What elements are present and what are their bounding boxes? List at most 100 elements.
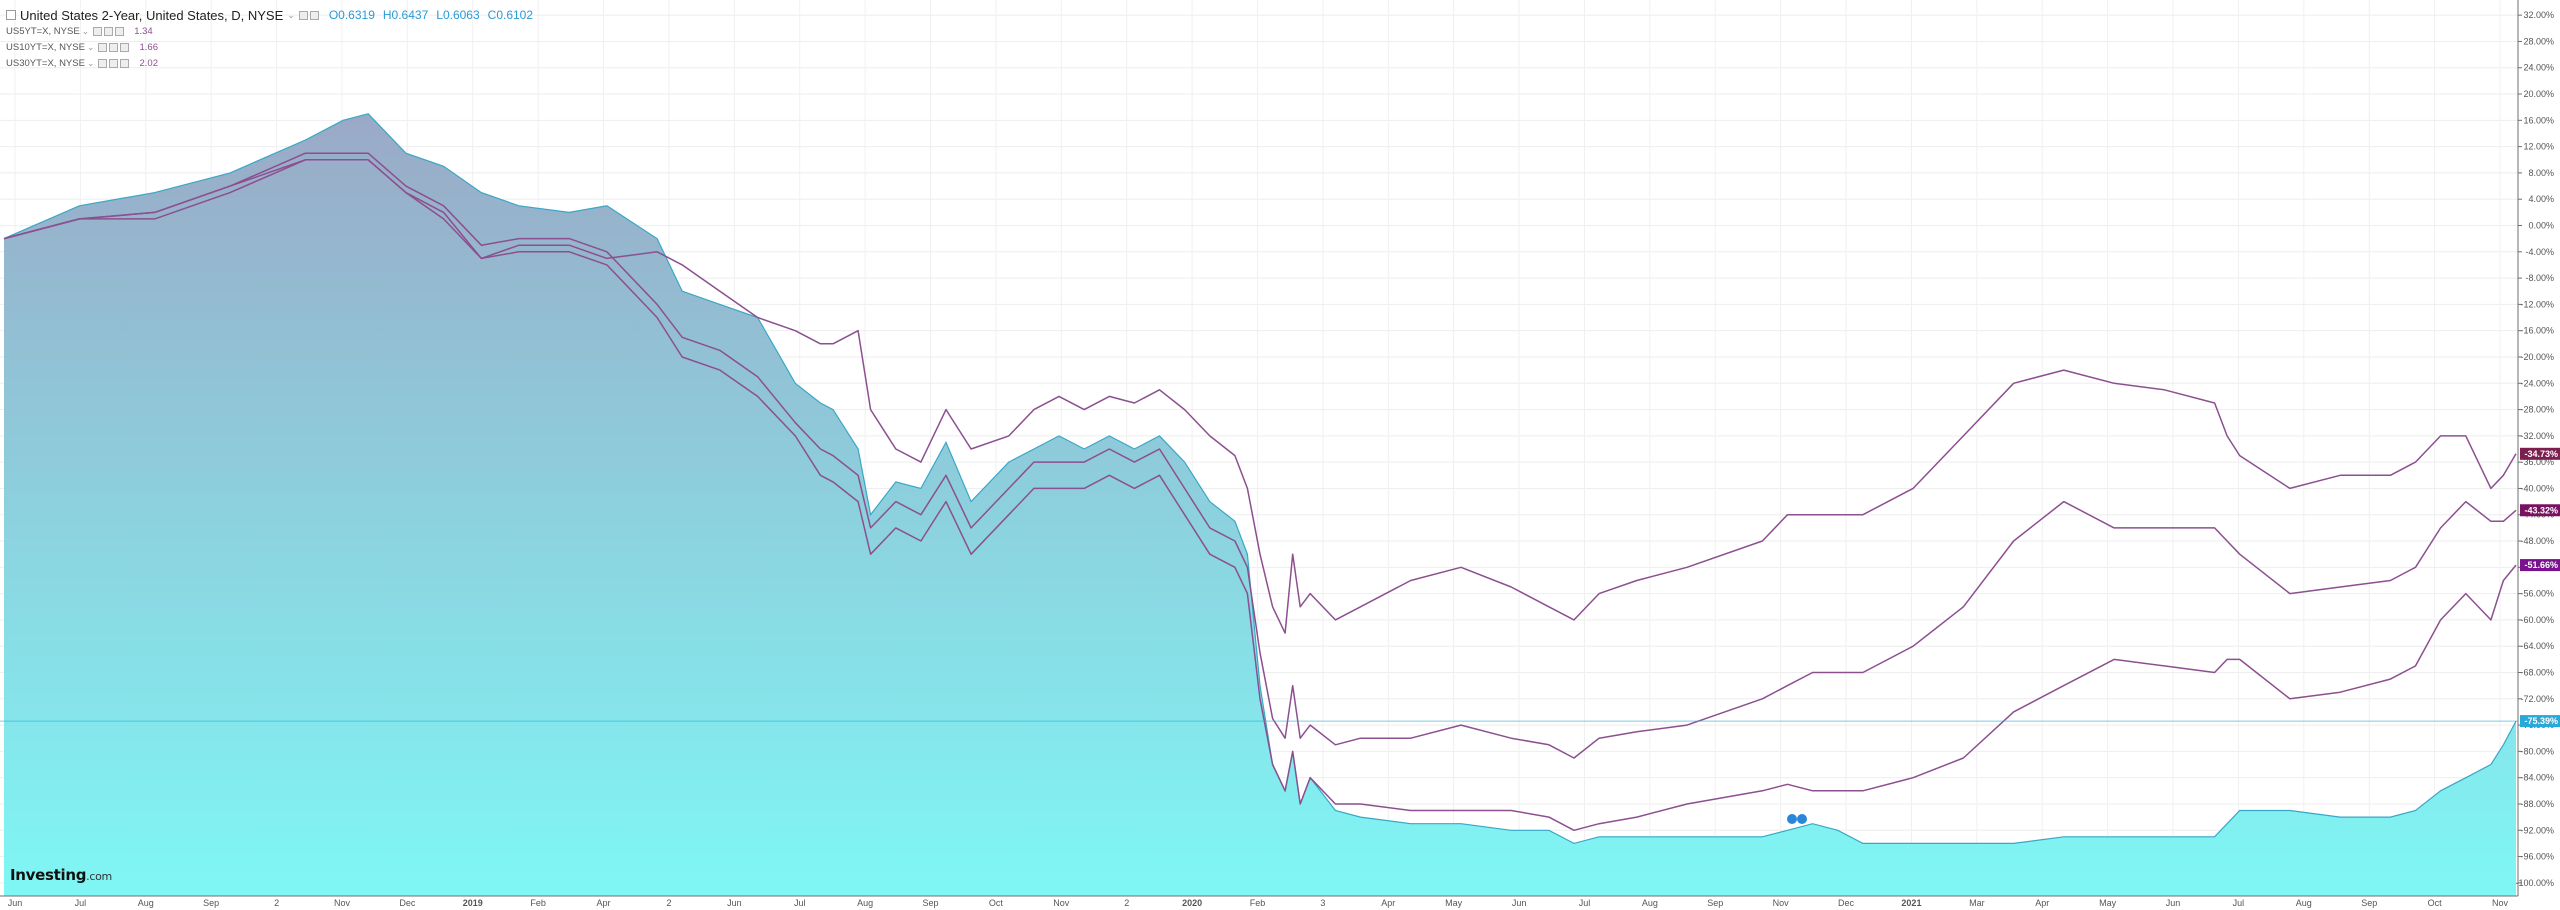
x-tick-label: 2021 — [1901, 898, 1921, 908]
y-tick-label: -20.00% — [2520, 352, 2554, 362]
ohlc-low-key: L — [436, 8, 443, 22]
series-lines-group — [3, 152, 2517, 832]
value-badge-label: -34.73% — [2524, 449, 2558, 459]
eye-icon[interactable] — [98, 42, 108, 52]
y-tick-label: 16.00% — [2523, 115, 2554, 125]
x-tick-label: 2020 — [1182, 898, 1202, 908]
y-tick-label: -88.00% — [2520, 799, 2554, 809]
y-tick-label: -68.00% — [2520, 668, 2554, 678]
y-tick-label: 28.00% — [2523, 36, 2554, 46]
y-tick-label: 20.00% — [2523, 89, 2554, 99]
x-tick-label: Nov — [2492, 898, 2509, 908]
close-icon[interactable] — [120, 58, 130, 68]
series-line — [3, 159, 2517, 832]
y-tick-label: 8.00% — [2528, 168, 2554, 178]
y-tick-label: -100.00% — [2515, 878, 2554, 888]
compare-symbol: US10YT=X, NYSE — [6, 41, 85, 53]
eye-icon[interactable] — [93, 26, 103, 36]
ohlc-high: H0.6437 — [383, 8, 428, 22]
y-tick-label: -60.00% — [2520, 615, 2554, 625]
y-tick-label: -4.00% — [2525, 247, 2554, 257]
y-tick-label: -36.00% — [2520, 457, 2554, 467]
y-tick-label: -64.00% — [2520, 641, 2554, 651]
settings-icon[interactable] — [109, 58, 119, 68]
time-axis[interactable]: Jun Jul Aug Sep 2 Nov Dec 2019 Feb Apr 2 Jun Jul Aug S… — [8, 898, 2509, 908]
legend-compare-row-30y[interactable]: US30YT=X, NYSE ⌄ 2.02 — [6, 55, 533, 71]
collapse-icon[interactable] — [6, 10, 16, 20]
x-tick-label: Apr — [597, 898, 611, 908]
x-tick-label: Jul — [1579, 898, 1591, 908]
x-tick-label: Sep — [203, 898, 219, 908]
y-tick-label: -92.00% — [2520, 825, 2554, 835]
event-marker-icon[interactable] — [1787, 814, 1797, 824]
x-tick-label: Jul — [794, 898, 806, 908]
price-axis[interactable]: 32.00% 28.00% 24.00% 20.00% 16.00% 12.00% 8.00… — [2515, 10, 2554, 888]
x-tick-label: Jul — [75, 898, 87, 908]
value-badge — [2520, 447, 2560, 460]
event-marker-icon[interactable] — [1797, 814, 1807, 824]
close-icon[interactable] — [115, 26, 125, 36]
chevron-down-icon[interactable]: ⌄ — [287, 9, 295, 20]
settings-icon[interactable] — [104, 26, 114, 36]
x-tick-label: Jun — [1512, 898, 1527, 908]
x-tick-label: May — [1445, 898, 1463, 908]
y-tick-label: 12.00% — [2523, 142, 2554, 152]
y-tick-label: -72.00% — [2520, 694, 2554, 704]
x-tick-label: Aug — [138, 898, 154, 908]
x-tick-label: Aug — [2296, 898, 2312, 908]
y-tick-label: -8.00% — [2525, 273, 2554, 283]
x-tick-label: Jun — [8, 898, 23, 908]
x-tick-label: Aug — [1642, 898, 1658, 908]
y-tick-label: -32.00% — [2520, 431, 2554, 441]
legend-main-row[interactable]: United States 2-Year, United States, D, … — [6, 7, 533, 23]
x-tick-label: 2 — [666, 898, 671, 908]
value-badges: -34.73% -43.32% -51.66% -75.39% — [2520, 447, 2560, 728]
y-tick-label: -28.00% — [2520, 405, 2554, 415]
chevron-down-icon[interactable]: ⌄ — [81, 25, 90, 36]
settings-icon[interactable] — [309, 10, 319, 20]
eye-icon[interactable] — [98, 58, 108, 68]
legend-compare-row-10y[interactable]: US10YT=X, NYSE ⌄ 1.66 — [6, 39, 533, 55]
x-tick-label: Nov — [1773, 898, 1790, 908]
x-tick-label: Feb — [530, 898, 546, 908]
legend-compare-row-5y[interactable]: US5YT=X, NYSE ⌄ 1.34 — [6, 23, 533, 39]
series-area-outline — [3, 113, 2517, 845]
ohlc-close: C0.6102 — [488, 8, 533, 22]
x-tick-label: 3 — [1320, 898, 1325, 908]
y-tick-label: -40.00% — [2520, 483, 2554, 493]
ohlc-close-key: C — [487, 8, 497, 22]
y-tick-label: 32.00% — [2523, 10, 2554, 20]
ohlc-close-value: 0.6102 — [496, 8, 534, 22]
chevron-down-icon[interactable]: ⌄ — [86, 57, 95, 68]
series-area-group — [3, 113, 2517, 897]
y-tick-label: -80.00% — [2520, 746, 2554, 756]
ohlc-high-key: H — [382, 8, 392, 22]
chevron-down-icon[interactable]: ⌄ — [86, 41, 95, 52]
x-tick-label: Nov — [1053, 898, 1070, 908]
x-tick-label: Nov — [334, 898, 351, 908]
settings-icon[interactable] — [109, 42, 119, 52]
ohlc-low: L0.6063 — [436, 8, 479, 22]
y-tick-label: -48.00% — [2520, 536, 2554, 546]
x-tick-label: Dec — [1838, 898, 1855, 908]
x-tick-label: Jul — [2233, 898, 2245, 908]
value-badge — [2520, 504, 2560, 517]
investing-logo: Investing.com — [10, 866, 112, 884]
ohlc-open-key: O — [328, 8, 339, 22]
y-tick-label: -56.00% — [2520, 589, 2554, 599]
x-tick-label: Dec — [399, 898, 416, 908]
x-tick-label: Sep — [2361, 898, 2377, 908]
x-tick-label: Aug — [857, 898, 873, 908]
x-tick-label: 2 — [1124, 898, 1129, 908]
y-tick-label: -84.00% — [2520, 773, 2554, 783]
value-badge-label: -51.66% — [2524, 560, 2558, 570]
close-icon[interactable] — [120, 42, 130, 52]
x-tick-label: Sep — [923, 898, 939, 908]
logo-suffix: .com — [86, 870, 112, 883]
event-markers[interactable] — [1787, 814, 1807, 824]
value-badge — [2520, 715, 2560, 728]
eye-icon[interactable] — [298, 10, 308, 20]
compare-value: 1.34 — [134, 25, 153, 37]
x-tick-label: Jun — [727, 898, 742, 908]
